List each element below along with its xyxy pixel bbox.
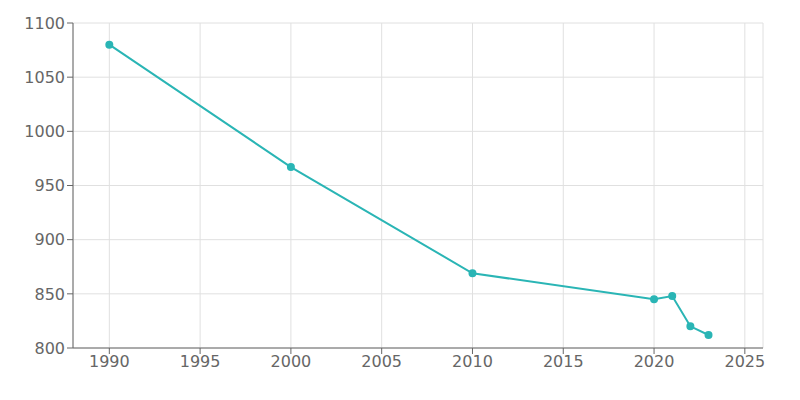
svg-text:2010: 2010 [452,352,493,371]
svg-text:1100: 1100 [24,14,65,33]
svg-text:1050: 1050 [24,68,65,87]
svg-text:2015: 2015 [543,352,584,371]
svg-text:2000: 2000 [271,352,312,371]
svg-text:1995: 1995 [180,352,221,371]
svg-text:2025: 2025 [724,352,765,371]
svg-text:2005: 2005 [361,352,402,371]
svg-text:2020: 2020 [634,352,675,371]
svg-text:1990: 1990 [89,352,130,371]
svg-text:1000: 1000 [24,122,65,141]
svg-text:900: 900 [34,230,65,249]
svg-text:850: 850 [34,285,65,304]
svg-text:800: 800 [34,339,65,358]
svg-text:950: 950 [34,176,65,195]
